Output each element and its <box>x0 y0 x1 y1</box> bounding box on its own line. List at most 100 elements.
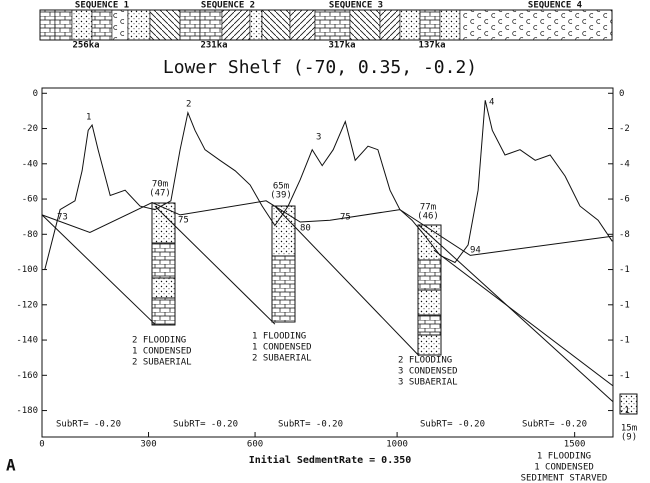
y2-tick-label: 0 <box>619 89 624 99</box>
strip-cell <box>149 9 181 41</box>
strip-cell <box>39 9 56 41</box>
sequence-label: SEQUENCE 2 <box>201 1 255 11</box>
peak-label: 2 <box>186 100 191 110</box>
note: 1 CONDENSED <box>252 343 312 353</box>
y2-tick-label: -1 <box>619 300 630 310</box>
line <box>41 200 614 256</box>
column-label: (46) <box>417 212 439 222</box>
x-tick-label: 600 <box>247 440 263 450</box>
y2-tick-label: -4 <box>619 159 630 169</box>
sequence-strip <box>39 9 613 41</box>
note: 2 FLOODING <box>398 356 452 366</box>
note: 1 FLOODING <box>537 452 591 462</box>
strip-cell <box>249 9 263 41</box>
strip-cell <box>179 9 201 41</box>
strip-cell <box>419 9 441 41</box>
sequence-label: SEQUENCE 1 <box>75 1 129 11</box>
subrt-label: SubRT= -0.20 <box>278 420 343 430</box>
column-label: 70m <box>152 180 168 190</box>
x-tick-label: 0 <box>39 440 44 450</box>
sediment-column <box>151 202 638 415</box>
strip-cell <box>399 9 421 41</box>
note: 1 CONDENSED <box>534 463 594 473</box>
strip-cell <box>111 9 129 41</box>
note: 1 FLOODING <box>252 332 306 342</box>
age-label: 256ka <box>72 41 99 51</box>
column-label: (9) <box>621 433 637 443</box>
line <box>154 205 276 325</box>
y2-tick-label: -1 <box>619 406 630 416</box>
y2-tick-label: -2 <box>619 124 630 134</box>
note: 2 SUBAERIAL <box>132 358 192 368</box>
x-tick-label: 300 <box>140 440 156 450</box>
column-label: 77m <box>420 203 436 213</box>
y-tick-label: -60 <box>22 195 38 205</box>
strip-frame <box>39 9 613 41</box>
strip-cell <box>379 9 401 41</box>
point-label: 80 <box>300 224 311 234</box>
line <box>418 225 614 403</box>
x-tick-label: 1000 <box>386 440 408 450</box>
point-label: 94 <box>470 246 481 256</box>
y2-tick-label: -8 <box>619 230 630 240</box>
chart-title: Lower Shelf (-70, 0.35, -0.2) <box>163 57 477 78</box>
point-label: 73 <box>57 213 68 223</box>
age-label: 137ka <box>418 41 445 51</box>
note: 2 SUBAERIAL <box>252 354 312 364</box>
point-label: 75 <box>178 216 189 226</box>
peak-label: 3 <box>316 133 321 143</box>
strip-cell <box>71 9 93 41</box>
x-axis-label: Initial SedmentRate = 0.350 <box>249 454 412 466</box>
y-tick-label: -180 <box>16 406 38 416</box>
note: 1 CONDENSED <box>132 347 192 357</box>
strip-cell <box>221 9 251 41</box>
line <box>433 249 614 387</box>
line <box>44 100 613 270</box>
note: 3 CONDENSED <box>398 367 458 377</box>
y-tick-label: -160 <box>16 371 38 381</box>
y-tick-label: 0 <box>33 89 38 99</box>
y-tick-label: -140 <box>16 336 38 346</box>
strip-cell <box>54 9 73 41</box>
y-tick-label: -80 <box>22 230 38 240</box>
line <box>41 214 156 325</box>
strip-cell <box>314 9 351 41</box>
panel-label: A <box>6 456 16 475</box>
y-tick-label: -20 <box>22 124 38 134</box>
line <box>274 205 420 357</box>
column-label: 15m <box>621 424 637 434</box>
column-label: (47) <box>149 189 171 199</box>
peak-label: 4 <box>489 98 494 108</box>
y-tick-label: -100 <box>16 265 38 275</box>
strip-cell <box>199 9 223 41</box>
subrt-label: SubRT= -0.20 <box>173 420 238 430</box>
column-label: (39) <box>270 191 292 201</box>
plot-frame <box>41 87 614 438</box>
subrt-label: SubRT= -0.20 <box>420 420 485 430</box>
y2-tick-label: -1 <box>619 336 630 346</box>
strip-cell <box>91 9 113 41</box>
strip-cell <box>439 9 461 41</box>
peak-label: 1 <box>86 113 91 123</box>
note: 3 SUBAERIAL <box>398 378 458 388</box>
note: SEDIMENT STARVED <box>521 474 608 483</box>
column-label: 65m <box>273 182 289 192</box>
sequence-label: SEQUENCE 3 <box>329 1 383 11</box>
note: 2 FLOODING <box>132 336 186 346</box>
age-label: 231ka <box>200 41 227 51</box>
strip-cell <box>289 9 316 41</box>
strip-cell <box>459 9 613 41</box>
subrt-label: SubRT= -0.20 <box>522 420 587 430</box>
strip-cell <box>261 9 291 41</box>
subrt-label: SubRT= -0.20 <box>56 420 121 430</box>
y-tick-label: -40 <box>22 159 38 169</box>
x-tick-label: 1500 <box>564 440 586 450</box>
y2-tick-label: -1 <box>619 371 630 381</box>
strip-cell <box>127 9 151 41</box>
strip-cell <box>349 9 381 41</box>
sequence-label: SEQUENCE 4 <box>528 1 583 11</box>
y2-tick-label: -1 <box>619 265 630 275</box>
